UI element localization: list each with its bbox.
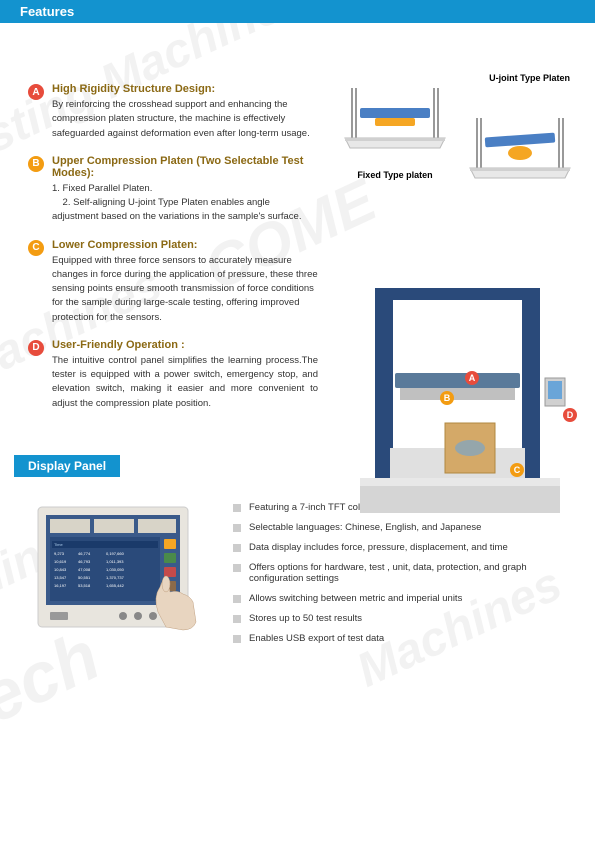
display-list-item: Allows switching between metric and impe… bbox=[233, 593, 567, 604]
display-panel-image: Time 9,273 46,774 0,197,660 10,619 46,793 1,… bbox=[28, 497, 208, 647]
svg-text:1,011,393: 1,011,393 bbox=[106, 559, 124, 564]
ujoint-label: U-joint Type Platen bbox=[489, 73, 570, 83]
platen-diagrams: U-joint Type Platen Fixed Type platen bbox=[340, 83, 575, 183]
feature-title: High Rigidity Structure Design: bbox=[52, 83, 318, 95]
display-panel-header: Display Panel bbox=[14, 455, 120, 477]
feature-title: Lower Compression Platen: bbox=[52, 239, 318, 251]
feature-bullet: A bbox=[28, 84, 44, 100]
feature-item-c: C Lower Compression Platen: Equipped with … bbox=[28, 239, 318, 325]
svg-text:9,273: 9,273 bbox=[54, 551, 65, 556]
bullet-square-icon bbox=[233, 504, 241, 512]
svg-text:0,197,660: 0,197,660 bbox=[106, 551, 125, 556]
feature-bullet: C bbox=[28, 240, 44, 256]
bullet-square-icon bbox=[233, 524, 241, 532]
svg-text:47,008: 47,008 bbox=[78, 567, 91, 572]
display-list-item: Data display includes force, pressure, d… bbox=[233, 542, 567, 553]
feature-desc: The intuitive control panel simplifies t… bbox=[52, 354, 318, 411]
features-header: Features bbox=[0, 0, 595, 23]
feature-desc: By reinforcing the crosshead support and… bbox=[52, 98, 318, 141]
svg-text:53,518: 53,518 bbox=[78, 583, 91, 588]
callout-d: D bbox=[563, 408, 577, 422]
svg-text:16,197: 16,197 bbox=[54, 583, 67, 588]
feature-item-b: B Upper Compression Platen (Two Selectabl… bbox=[28, 155, 318, 225]
ujoint-platen-diagram bbox=[465, 113, 575, 193]
svg-text:10,843: 10,843 bbox=[54, 567, 67, 572]
features-column: A High Rigidity Structure Design: By reinf… bbox=[28, 43, 318, 411]
svg-text:46,793: 46,793 bbox=[78, 559, 91, 564]
bullet-square-icon bbox=[233, 564, 241, 572]
fixed-platen-label: Fixed Type platen bbox=[340, 170, 450, 180]
svg-text:50,551: 50,551 bbox=[78, 575, 91, 580]
callout-c: C bbox=[510, 463, 524, 477]
svg-text:Time: Time bbox=[54, 542, 64, 547]
svg-text:13,547: 13,547 bbox=[54, 575, 67, 580]
feature-desc: 1. Fixed Parallel Platen. 2. Self-aligni… bbox=[52, 182, 318, 225]
display-list-item: Enables USB export of test data bbox=[233, 633, 567, 644]
bullet-square-icon bbox=[233, 595, 241, 603]
display-list-item: Offers options for hardware, test , unit… bbox=[233, 562, 567, 584]
svg-text:10,619: 10,619 bbox=[54, 559, 67, 564]
callout-a: A bbox=[465, 371, 479, 385]
feature-title: Upper Compression Platen (Two Selectable… bbox=[52, 155, 318, 179]
bullet-square-icon bbox=[233, 544, 241, 552]
display-list-item: Selectable languages: Chinese, English, … bbox=[233, 522, 567, 533]
svg-text:1,655,442: 1,655,442 bbox=[106, 583, 125, 588]
display-list-item: Stores up to 50 test results bbox=[233, 613, 567, 624]
fixed-platen-diagram bbox=[340, 83, 450, 163]
machine-image: A B C D bbox=[345, 283, 575, 523]
feature-item-a: A High Rigidity Structure Design: By reinf… bbox=[28, 83, 318, 141]
bullet-square-icon bbox=[233, 635, 241, 643]
feature-bullet: B bbox=[28, 156, 44, 172]
feature-bullet: D bbox=[28, 340, 44, 356]
feature-item-d: D User-Friendly Operation : The intuitive … bbox=[28, 339, 318, 411]
svg-text:1,370,737: 1,370,737 bbox=[106, 575, 125, 580]
bullet-square-icon bbox=[233, 615, 241, 623]
svg-text:46,774: 46,774 bbox=[78, 551, 91, 556]
feature-title: User-Friendly Operation : bbox=[52, 339, 318, 351]
svg-text:1,030,050: 1,030,050 bbox=[106, 567, 125, 572]
feature-desc: Equipped with three force sensors to acc… bbox=[52, 254, 318, 325]
callout-b: B bbox=[440, 391, 454, 405]
